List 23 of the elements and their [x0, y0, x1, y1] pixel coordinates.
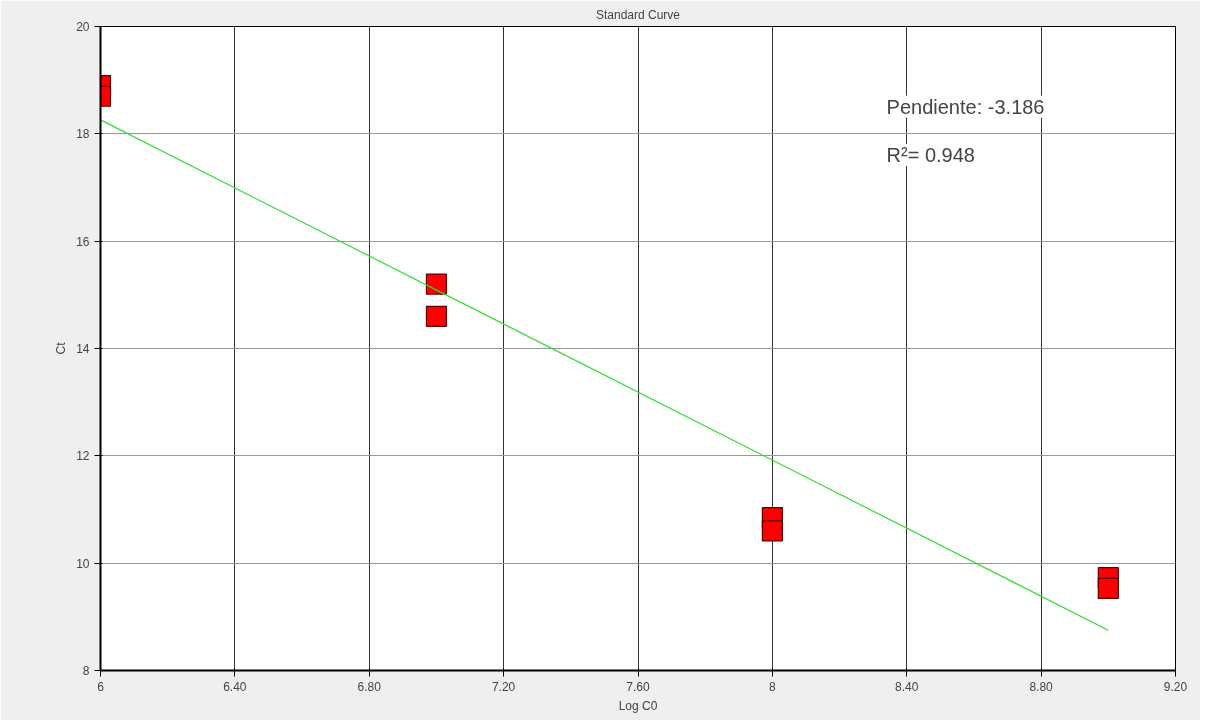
x-tick-label: 8 [769, 679, 777, 694]
y-tick-label: 18 [76, 127, 90, 142]
y-tick-label: 8 [82, 664, 90, 678]
x-tick-label: 7.20 [491, 679, 516, 694]
x-tick-label: 6.80 [357, 679, 382, 694]
x-tick-label: 8.80 [1029, 679, 1054, 694]
annotation: Pendiente: -3.186 [886, 95, 1045, 118]
chart-title: Standard Curve [595, 7, 681, 22]
y-tick-label: 16 [76, 234, 90, 249]
point [761, 520, 783, 542]
y-tick-label: 10 [76, 556, 90, 571]
y-tick-label: 12 [76, 449, 90, 464]
y-axis-title: Ct [54, 341, 69, 355]
x-tick-label: 6.40 [223, 679, 247, 694]
y-tick-label: 14 [76, 342, 90, 356]
x-tick-label: 8.40 [895, 679, 919, 694]
x-axis-title: Log C0 [618, 698, 658, 713]
x-tick-label: 7.60 [626, 679, 650, 694]
x-tick-label: 9.20 [1163, 679, 1188, 694]
annotation: R²= 0.948 [886, 144, 975, 167]
x-tick-label: 6 [97, 679, 105, 694]
y-tick-label: 20 [76, 20, 90, 34]
point [1097, 577, 1119, 599]
